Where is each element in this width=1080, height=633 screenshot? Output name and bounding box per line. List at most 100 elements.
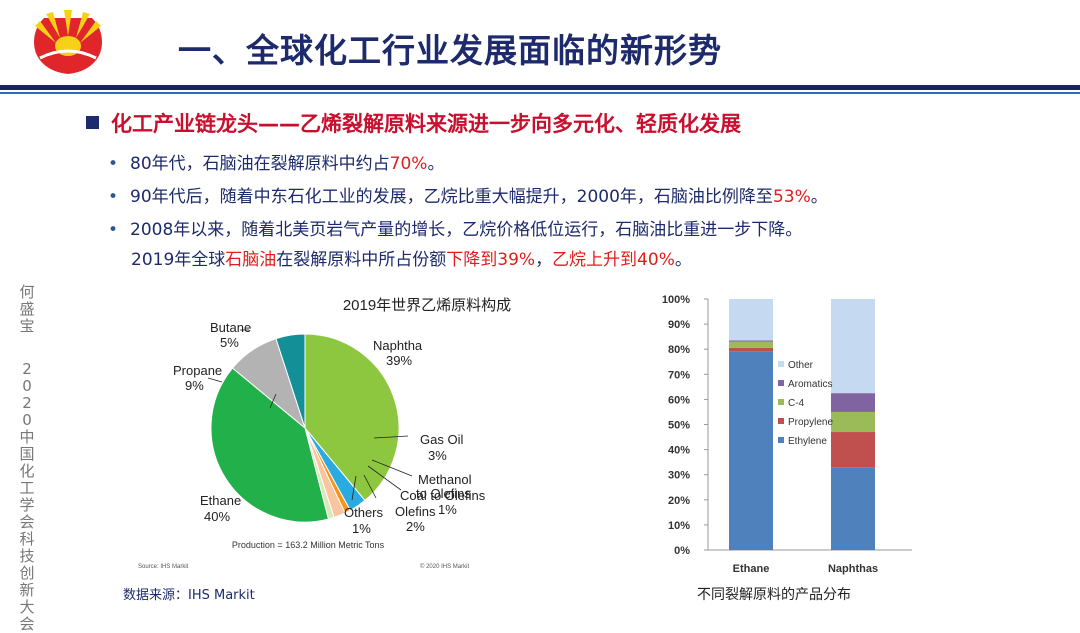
data-source-note: 数据来源：IHS Markit [123,588,255,603]
x-category-label: Ethane [733,563,770,575]
pie-label-ethane: Ethane [200,493,241,508]
pie-value-gasoil: 3% [428,448,447,463]
pie-label-coal: Coal to Olefins [400,488,486,503]
bar-chart-caption: 不同裂解原料的产品分布 [697,587,851,603]
pie-labels: Naphtha 39% Gas Oil 3% Methanol to Olefi… [138,320,486,570]
bullet-text: 2008年以来，随着北美页岩气产量的增长，乙烷价格低位运行，石脑油比重进一步下降… [130,220,803,240]
pie-copyright-note: © 2020 IHS Markit [420,563,469,570]
pie-label-butane: Butane [210,320,251,335]
pie-label-propane: Propane [173,363,222,378]
bar-chart-legend: Other Aromatics C-4 Propylene Ethylene [778,360,833,447]
legend-label: Propylene [788,417,833,428]
legend-swatch [778,361,784,367]
legend-label: Other [788,360,814,371]
side-text-char: 2 [22,394,32,412]
y-tick-label: 30% [668,470,690,482]
square-bullet-icon [86,116,99,129]
side-text-char: 新 [19,581,35,599]
header-rule [0,85,1080,90]
y-tick-label: 40% [668,445,690,457]
side-text-char: 国 [19,445,35,463]
pie-value-propane: 9% [185,378,204,393]
slide-header [0,0,1080,92]
bullet-text: 2019年全球 [131,250,226,270]
y-tick-label: 50% [668,420,690,432]
bullet-dot-icon: • [108,154,119,174]
y-tick-label: 20% [668,495,690,507]
pie-source-note: Source: IHS Markit [138,564,189,570]
x-category-label: Naphthas [828,563,878,575]
side-text-char: 0 [22,377,32,395]
header-rule-accent [0,92,1080,94]
bullet-text: ， [535,250,553,270]
pie-chart: 2019年世界乙烯原料构成 Naphtha 39% Gas Oil 3% Met… [138,297,511,570]
pie-label-naphtha: Naphtha [373,338,423,353]
y-tick-label: 100% [662,294,690,306]
bullet-highlight: 70% [389,154,428,174]
company-logo [34,10,102,74]
pie-label-gasoil: Gas Oil [420,432,463,447]
pie-label-others: Others [344,505,384,520]
bar-segment-naphthas-aromatics [831,393,875,412]
bullet-text: 80年代，石脑油在裂解原料中约占 [130,154,390,174]
pie-slice-butane [275,333,306,429]
pie-leader-lines [207,329,413,501]
bullet-highlight: 53% [772,187,811,207]
bar-segment-ethane-ethylene [729,351,773,550]
bullet-highlight: 石脑油 [225,250,277,270]
pie-value-butane: 5% [220,335,239,350]
bar-segment-ethane-aromatics [729,340,773,342]
pie-value-naphtha: 39% [386,353,412,368]
bullet-highlight: 下降到39% [446,250,536,270]
section-heading-text: 化工产业链龙头——乙烯裂解原料来源进一步向多元化、轻质化发展 [111,112,741,136]
bullet-item: • 2008年以来，随着北美页岩气产量的增长，乙烷价格低位运行，石脑油比重进一步下… [108,215,802,240]
page-title: 一、全球化工行业发展面临的新形势 [178,31,722,70]
y-tick-label: 70% [668,369,690,381]
y-tick-label: 10% [668,520,690,532]
bar-segment-naphthas-other [831,299,875,394]
pie-value-ethane: 40% [204,509,230,524]
legend-label: Aromatics [788,379,832,390]
side-text-char: 化 [19,462,35,480]
pie-production-note: Production = 163.2 Million Metric Tons [232,540,385,550]
side-text-char: 2 [22,360,32,378]
legend-label: C-4 [788,398,805,409]
bar-segment-naphthas-c-4 [831,411,875,433]
bullet-dot-icon: • [108,220,119,240]
bar-segment-naphthas-ethylene [831,467,875,550]
side-text-char: 技 [19,547,35,565]
legend-label: Ethylene [788,436,827,447]
stacked-bar-chart: 0% 10% 20% 30% 40% 50% 60% 70% 80% 90% 100% Ethane N… [662,294,912,575]
pie-label-methanol: Methanol [418,472,472,487]
bar-chart-axis: 0% 10% 20% 30% 40% 50% 60% 70% 80% 90% 100% Ethane N… [662,294,912,575]
pie-label-methanol-line2: to Olefins [416,486,471,501]
pie-chart-title: 2019年世界乙烯原料构成 [343,297,511,314]
bar-segment-ethane-propylene [729,347,773,352]
section-heading: 化工产业链龙头——乙烯裂解原料来源进一步向多元化、轻质化发展 [86,108,741,138]
side-text-char: 会 [19,615,35,633]
pie-label-coal-line2: Olefins [395,504,436,519]
side-text-char: 宝 [19,317,35,335]
pie-slices [210,333,400,523]
pie-value-coal: 2% [406,519,425,534]
y-tick-label: 60% [668,394,690,406]
bullet-text: 。 [674,250,692,270]
side-text-char: 中 [19,428,35,446]
side-text-char: 工 [19,479,35,497]
legend-swatch [778,380,784,386]
bullet-dot-icon: • [108,187,119,207]
side-text-char: 何 [19,283,35,301]
legend-swatch [778,418,784,424]
side-text-char: 学 [19,496,35,514]
bullet-highlight: 乙烷上升到40% [552,250,675,270]
bullet-item: • 90年代后，随着中东石化工业的发展，乙烷比重大幅提升，2000年，石脑油比例降… [108,182,828,207]
pie-slice-ethane [210,367,329,523]
bar-stacks [729,299,875,550]
bullet-text: 90年代后，随着中东石化工业的发展，乙烷比重大幅提升，2000年，石脑油比例降至 [130,187,773,207]
bullet-item: • 80年代，石脑油在裂解原料中约占70%。 [108,149,444,174]
presenter-name: 何盛宝 [14,284,40,335]
legend-swatch [778,437,784,443]
side-text-char: 科 [19,530,35,548]
side-text-char: 会 [19,513,35,531]
